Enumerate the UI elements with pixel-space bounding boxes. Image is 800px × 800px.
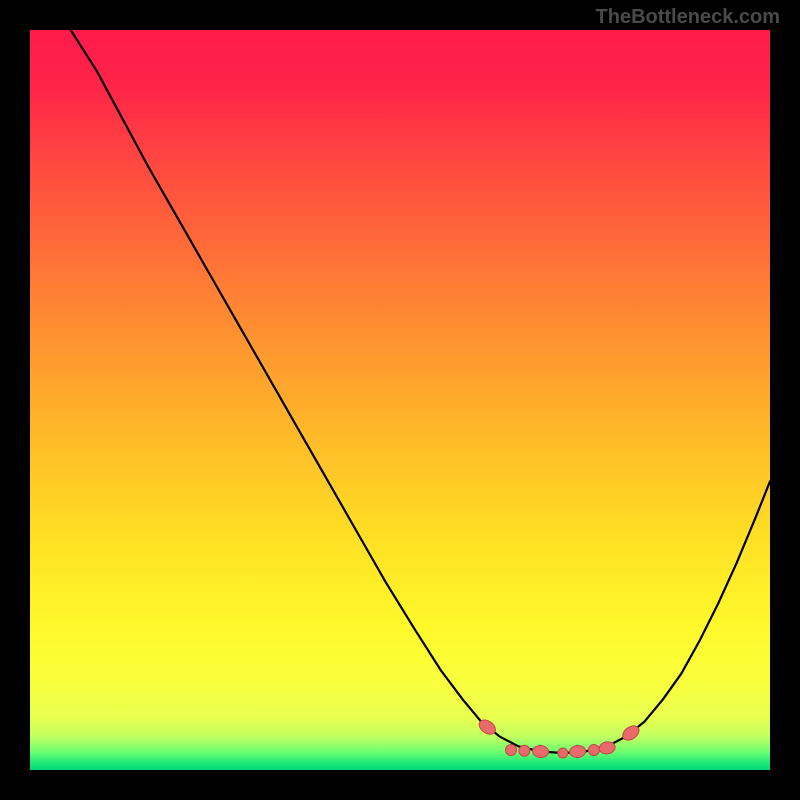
bottleneck-curve: [71, 30, 770, 753]
marker-point: [558, 748, 568, 758]
marker-point: [588, 745, 599, 756]
marker-point: [506, 745, 517, 756]
curve-layer: [30, 30, 770, 770]
watermark-text: TheBottleneck.com: [596, 6, 780, 29]
chart-area: [30, 30, 770, 770]
marker-point: [569, 745, 586, 758]
marker-point: [532, 745, 549, 758]
marker-point: [519, 745, 530, 756]
